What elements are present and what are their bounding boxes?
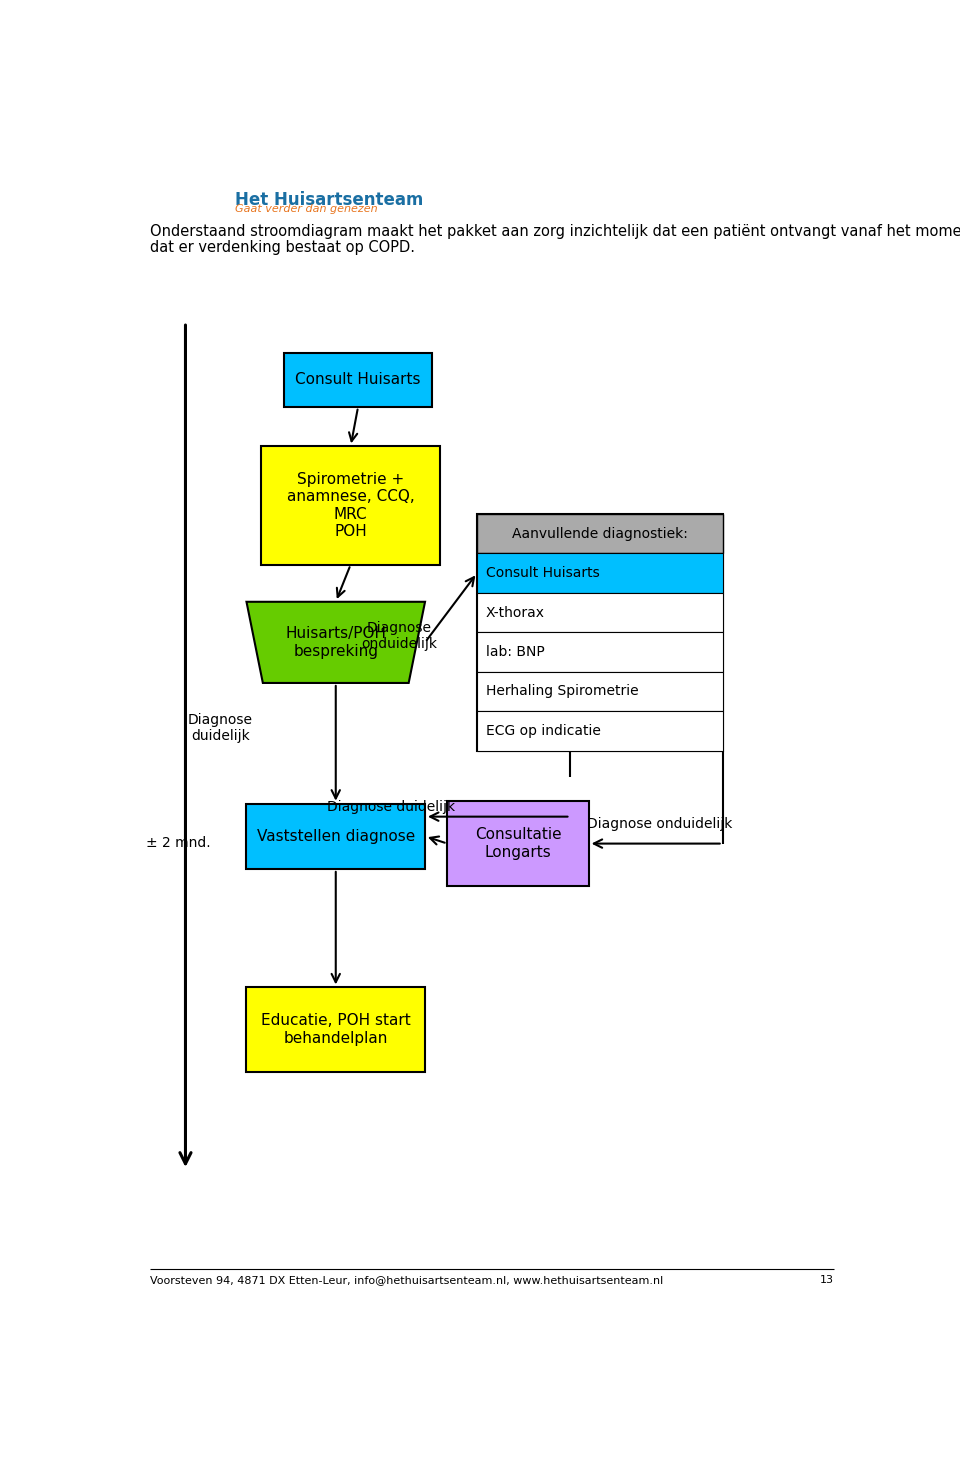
Text: Consultatie
Longarts: Consultatie Longarts bbox=[475, 827, 562, 859]
Text: Onderstaand stroomdiagram maakt het pakket aan zorg inzichtelijk dat een patiënt: Onderstaand stroomdiagram maakt het pakk… bbox=[150, 224, 960, 239]
FancyBboxPatch shape bbox=[477, 514, 723, 751]
Text: Educatie, POH start
behandelplan: Educatie, POH start behandelplan bbox=[261, 1013, 411, 1045]
Text: Gaat verder dan genezen: Gaat verder dan genezen bbox=[235, 205, 378, 215]
FancyBboxPatch shape bbox=[247, 804, 425, 870]
Polygon shape bbox=[247, 602, 425, 682]
Text: Diagnose
duidelijk: Diagnose duidelijk bbox=[188, 713, 252, 744]
Text: X-thorax: X-thorax bbox=[486, 606, 545, 619]
Text: 13: 13 bbox=[820, 1275, 834, 1285]
Text: ECG op indicatie: ECG op indicatie bbox=[486, 723, 601, 738]
Text: Diagnose
onduidelijk: Diagnose onduidelijk bbox=[361, 621, 437, 650]
FancyBboxPatch shape bbox=[247, 987, 425, 1072]
Text: Diagnose duidelijk: Diagnose duidelijk bbox=[327, 799, 456, 814]
FancyBboxPatch shape bbox=[477, 593, 723, 632]
Text: Aanvullende diagnostiek:: Aanvullende diagnostiek: bbox=[512, 527, 687, 540]
FancyBboxPatch shape bbox=[477, 632, 723, 672]
FancyBboxPatch shape bbox=[284, 353, 432, 407]
Text: lab: BNP: lab: BNP bbox=[486, 646, 544, 659]
FancyBboxPatch shape bbox=[477, 712, 723, 751]
FancyBboxPatch shape bbox=[477, 672, 723, 712]
FancyBboxPatch shape bbox=[477, 553, 723, 593]
Text: Consult Huisarts: Consult Huisarts bbox=[296, 372, 420, 386]
Text: Voorsteven 94, 4871 DX Etten-Leur, info@hethuisartsenteam.nl, www.hethuisartsent: Voorsteven 94, 4871 DX Etten-Leur, info@… bbox=[150, 1275, 663, 1285]
Text: Vaststellen diagnose: Vaststellen diagnose bbox=[256, 829, 415, 843]
FancyBboxPatch shape bbox=[447, 801, 588, 886]
Text: Consult Huisarts: Consult Huisarts bbox=[486, 567, 600, 580]
FancyBboxPatch shape bbox=[261, 447, 440, 565]
Text: Spirometrie +
anamnese, CCQ,
MRC
POH: Spirometrie + anamnese, CCQ, MRC POH bbox=[287, 471, 415, 539]
Text: Herhaling Spirometrie: Herhaling Spirometrie bbox=[486, 684, 638, 698]
Text: Huisarts/POH
bespreking: Huisarts/POH bespreking bbox=[285, 627, 386, 659]
Text: Diagnose onduidelijk: Diagnose onduidelijk bbox=[587, 817, 732, 832]
FancyBboxPatch shape bbox=[477, 514, 723, 553]
Text: Het Huisartsenteam: Het Huisartsenteam bbox=[235, 192, 423, 209]
Text: ± 2 mnd.: ± 2 mnd. bbox=[146, 836, 210, 851]
Text: dat er verdenking bestaat op COPD.: dat er verdenking bestaat op COPD. bbox=[150, 240, 415, 255]
